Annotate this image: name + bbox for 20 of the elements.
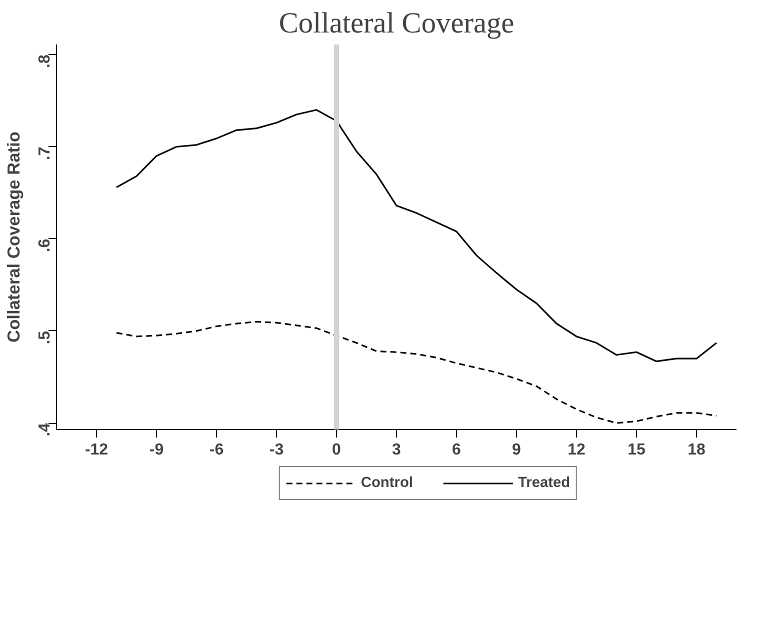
y-axis-title: Collateral Coverage Ratio [4,132,24,342]
x-tick-label: -6 [209,442,224,458]
x-tick-label: 18 [688,442,706,458]
y-tick-label: .4 [36,422,54,436]
legend-label: Control [360,475,413,491]
x-tick-label: -12 [84,442,108,458]
x-tick-label: 15 [628,442,646,458]
chart-title: Collateral Coverage [278,8,514,40]
x-tick-label: 3 [392,442,402,458]
x-tick-label: 9 [512,442,522,458]
x-tick-label: 12 [568,442,586,458]
x-tick-label: -9 [149,442,164,458]
y-tick-label: .7 [36,146,54,160]
y-tick-label: .5 [36,330,54,344]
x-tick-label: -3 [269,442,284,458]
x-tick-label: 0 [332,442,342,458]
x-tick-label: 6 [452,442,462,458]
y-tick-label: .8 [36,54,54,68]
y-tick-label: .6 [36,238,54,252]
legend-label: Treated [518,475,570,491]
